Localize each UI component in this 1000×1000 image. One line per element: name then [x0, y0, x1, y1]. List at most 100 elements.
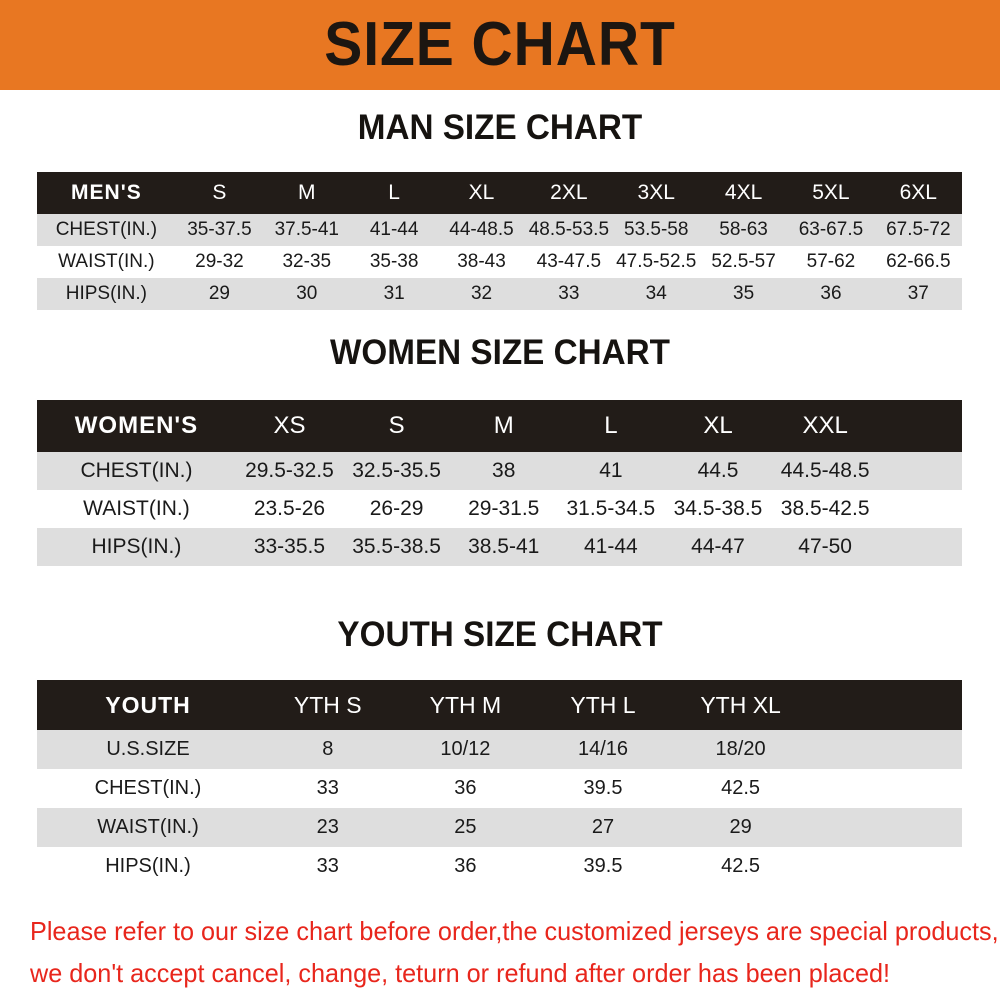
cell-value: 58-63: [699, 214, 788, 246]
cell-value: 52.5-57: [699, 246, 788, 278]
column-header-4: L: [557, 400, 665, 452]
cell-value: 47.5-52.5: [612, 246, 700, 278]
row-label: HIPS(IN.): [37, 278, 176, 310]
cell-value: 41-44: [350, 214, 438, 246]
cell-value: 39.5: [534, 847, 672, 886]
women-size-table: WOMEN'S XS S M L XL XXL CHEST(IN.) 29.5-32.5 32.…: [37, 400, 962, 566]
column-header-1: XS: [235, 400, 344, 452]
women-section-title: WOMEN SIZE CHART: [330, 333, 670, 372]
order-policy-note-line-1: Please refer to our size chart before or…: [30, 916, 999, 946]
cell-value: 44.5: [664, 452, 772, 490]
column-header-2: S: [343, 400, 451, 452]
column-header-1: YTH S: [259, 680, 397, 730]
cell-value: 33: [259, 769, 397, 808]
column-header-8: 5XL: [787, 172, 875, 214]
cell-value: 33: [525, 278, 613, 310]
cell-value: 23.5-26: [235, 490, 344, 528]
cell-value: 37: [874, 278, 962, 310]
table-corner-label: YOUTH: [37, 680, 259, 730]
man-table-body: CHEST(IN.) 35-37.5 37.5-41 41-44 44-48.5 48.5…: [37, 214, 962, 310]
table-row: HIPS(IN.) 33 36 39.5 42.5: [37, 847, 962, 886]
column-header-2: M: [263, 172, 351, 214]
cell-value: 32.5-35.5: [343, 452, 451, 490]
cell-value: 57-62: [787, 246, 875, 278]
cell-value: 48.5-53.5: [525, 214, 613, 246]
row-label: CHEST(IN.): [37, 214, 176, 246]
column-header-5: XL: [664, 400, 772, 452]
cell-value: 37.5-41: [263, 214, 351, 246]
youth-section-title: YOUTH SIZE CHART: [337, 615, 663, 654]
column-header-6: 3XL: [612, 172, 700, 214]
row-spacer: [878, 528, 962, 566]
table-row: CHEST(IN.) 35-37.5 37.5-41 41-44 44-48.5 48.5…: [37, 214, 962, 246]
row-spacer: [809, 769, 962, 808]
table-corner-label: MEN'S: [37, 172, 176, 214]
column-header-4: XL: [437, 172, 526, 214]
table-row: WAIST(IN.) 23.5-26 26-29 29-31.5 31.5-34.5 34…: [37, 490, 962, 528]
order-policy-note: Please refer to our size chart before or…: [30, 910, 999, 994]
row-label: WAIST(IN.): [37, 808, 259, 847]
row-label: HIPS(IN.): [37, 528, 236, 566]
column-header-3: YTH L: [534, 680, 672, 730]
column-header-4: YTH XL: [671, 680, 810, 730]
cell-value: 35-38: [350, 246, 438, 278]
page-banner: SIZE CHART: [0, 0, 1000, 90]
cell-value: 38-43: [437, 246, 526, 278]
column-header-6: XXL: [771, 400, 879, 452]
table-row: HIPS(IN.) 29 30 31 32 33 34 35 36 37: [37, 278, 962, 310]
cell-value: 33-35.5: [235, 528, 344, 566]
row-spacer: [878, 490, 962, 528]
cell-value: 23: [259, 808, 397, 847]
cell-value: 47-50: [771, 528, 879, 566]
table-header-row: WOMEN'S XS S M L XL XXL: [37, 400, 962, 452]
table-row: WAIST(IN.) 29-32 32-35 35-38 38-43 43-47.5 47.…: [37, 246, 962, 278]
cell-value: 41: [557, 452, 665, 490]
man-size-table: MEN'S S M L XL 2XL 3XL 4XL 5XL 6XL CHEST(IN.) 35-3…: [37, 172, 962, 310]
cell-value: 36: [787, 278, 875, 310]
women-table-head: WOMEN'S XS S M L XL XXL: [37, 400, 962, 452]
cell-value: 32-35: [263, 246, 351, 278]
cell-value: 14/16: [534, 730, 672, 769]
header-spacer: [878, 400, 962, 452]
column-header-1: S: [175, 172, 264, 214]
cell-value: 32: [437, 278, 526, 310]
row-label: WAIST(IN.): [37, 246, 176, 278]
cell-value: 10/12: [396, 730, 535, 769]
table-row: WAIST(IN.) 23 25 27 29: [37, 808, 962, 847]
column-header-5: 2XL: [525, 172, 613, 214]
man-section-title: MAN SIZE CHART: [357, 108, 643, 147]
cell-value: 34.5-38.5: [664, 490, 772, 528]
cell-value: 27: [534, 808, 672, 847]
row-label: WAIST(IN.): [37, 490, 236, 528]
cell-value: 36: [396, 847, 535, 886]
cell-value: 44-48.5: [437, 214, 526, 246]
cell-value: 63-67.5: [787, 214, 875, 246]
cell-value: 29-32: [175, 246, 264, 278]
man-table-head: MEN'S S M L XL 2XL 3XL 4XL 5XL 6XL: [37, 172, 962, 214]
cell-value: 41-44: [557, 528, 665, 566]
cell-value: 25: [396, 808, 535, 847]
row-spacer: [809, 730, 962, 769]
cell-value: 34: [612, 278, 700, 310]
column-header-9: 6XL: [874, 172, 962, 214]
header-spacer: [809, 680, 962, 730]
table-row: HIPS(IN.) 33-35.5 35.5-38.5 38.5-41 41-44 44-…: [37, 528, 962, 566]
column-header-7: 4XL: [699, 172, 788, 214]
cell-value: 62-66.5: [874, 246, 962, 278]
cell-value: 31: [350, 278, 438, 310]
column-header-2: YTH M: [396, 680, 535, 730]
cell-value: 29: [671, 808, 810, 847]
cell-value: 67.5-72: [874, 214, 962, 246]
row-spacer: [809, 847, 962, 886]
row-spacer: [878, 452, 962, 490]
column-header-3: M: [450, 400, 558, 452]
cell-value: 18/20: [671, 730, 810, 769]
row-spacer: [809, 808, 962, 847]
cell-value: 29: [175, 278, 264, 310]
cell-value: 38.5-42.5: [771, 490, 879, 528]
row-label: CHEST(IN.): [37, 769, 259, 808]
cell-value: 44.5-48.5: [771, 452, 879, 490]
table-row: U.S.SIZE 8 10/12 14/16 18/20: [37, 730, 962, 769]
table-row: CHEST(IN.) 33 36 39.5 42.5: [37, 769, 962, 808]
youth-table-head: YOUTH YTH S YTH M YTH L YTH XL: [37, 680, 962, 730]
